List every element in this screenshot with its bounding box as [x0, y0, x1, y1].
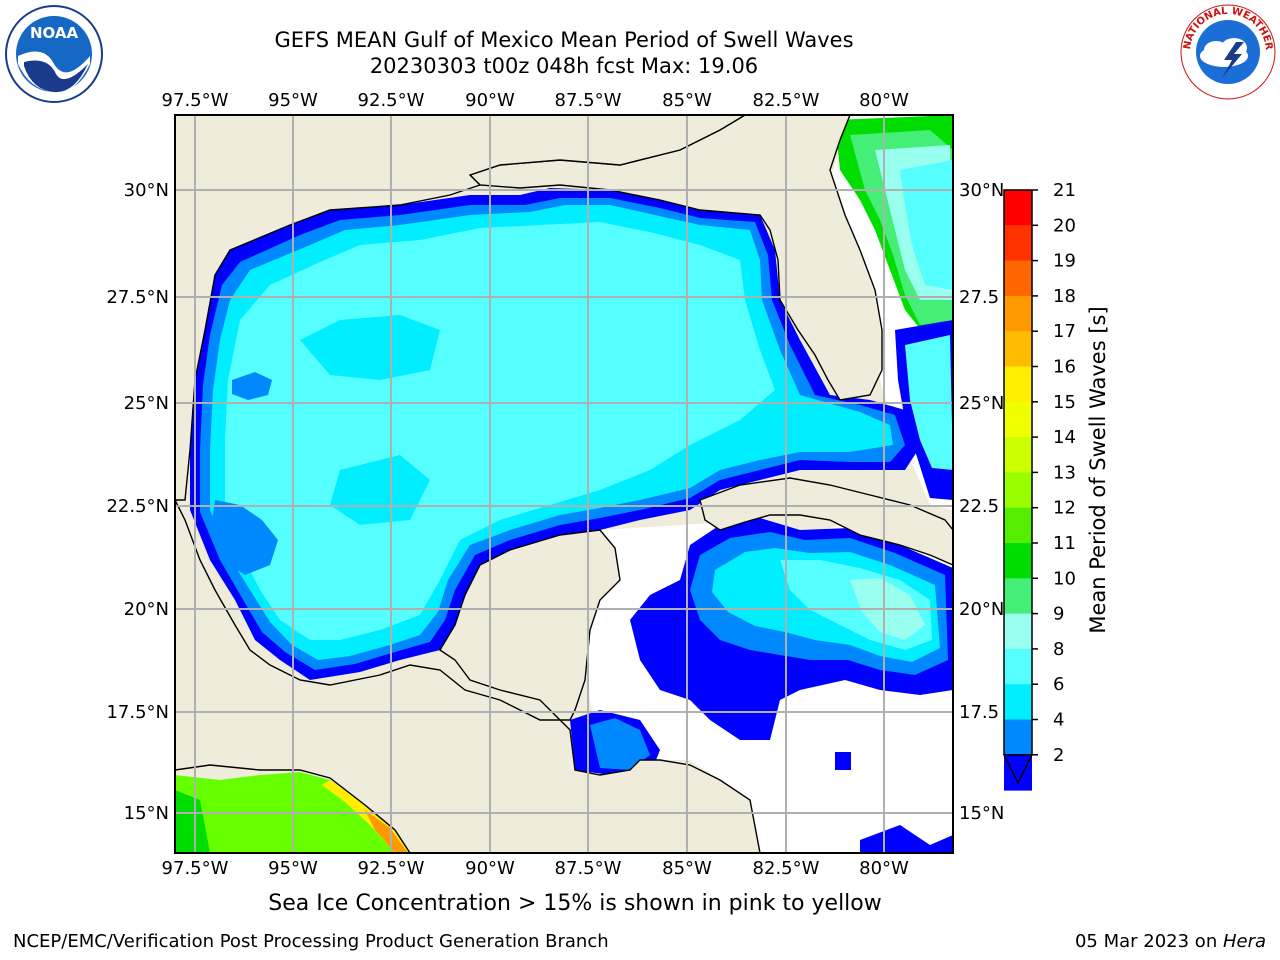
- lon-tick-top: 82.5°W: [753, 90, 820, 111]
- lat-tick-left: 20°N: [124, 599, 169, 620]
- colorbar-swatch: [1004, 260, 1032, 297]
- colorbar-tick-label: 16: [1053, 357, 1076, 378]
- colorbar-swatch: [1004, 648, 1032, 685]
- lat-tick-right: 22.5: [959, 496, 999, 517]
- lat-tick-left: 15°N: [124, 803, 169, 824]
- lon-tick-top: 80°W: [859, 90, 909, 111]
- lat-tick-left: 30°N: [124, 180, 169, 201]
- colorbar-swatch: [1004, 401, 1032, 438]
- colorbar-swatch: [1004, 578, 1032, 615]
- colorbar-swatch: [1004, 225, 1032, 262]
- lon-tick-top: 97.5°W: [162, 90, 229, 111]
- colorbar-tick-label: 13: [1053, 462, 1076, 483]
- colorbar-tick-label: 9: [1053, 604, 1064, 625]
- colorbar-tick-label: 6: [1053, 674, 1064, 695]
- colorbar-tick-label: 8: [1053, 639, 1064, 660]
- lon-tick-bottom: 95°W: [268, 858, 318, 879]
- footer-date: 05 Mar 2023 on Hera: [1075, 931, 1266, 952]
- colorbar-tick-label: 12: [1053, 498, 1076, 519]
- lat-tick-right: 20°N: [959, 599, 1004, 620]
- atlantic-field-cyan: [900, 160, 953, 290]
- colorbar-swatch: [1004, 543, 1032, 579]
- lon-tick-top: 85°W: [662, 90, 712, 111]
- lon-tick-top: 95°W: [268, 90, 318, 111]
- pacific-field-darkgreen: [175, 790, 210, 853]
- map-frame: [174, 114, 954, 854]
- colorbar-tick-label: 18: [1053, 286, 1076, 307]
- lon-tick-bottom: 90°W: [465, 858, 515, 879]
- lat-tick-right: 15°N: [959, 803, 1004, 824]
- lon-tick-bottom: 80°W: [859, 858, 909, 879]
- colorbar-extend-arrow: [1002, 754, 1034, 785]
- gulf-field-spot-2: [330, 455, 430, 525]
- colorbar-swatch: [1004, 295, 1032, 332]
- footer-credit: NCEP/EMC/Verification Post Processing Pr…: [13, 931, 609, 952]
- colorbar-swatch: [1004, 437, 1032, 473]
- lat-tick-left: 17.5°N: [106, 702, 169, 723]
- colorbar-tick-label: 10: [1053, 568, 1076, 589]
- lon-tick-top: 90°W: [465, 90, 515, 111]
- colorbar-tick-label: 4: [1053, 710, 1064, 731]
- colorbar-swatch: [1004, 719, 1032, 756]
- gulf-field-spot: [300, 315, 440, 380]
- footer-date-text: 05 Mar 2023 on: [1074, 931, 1223, 952]
- colorbar-swatch: [1004, 507, 1032, 544]
- colorbar-label: Mean Period of Swell Waves [s]: [1086, 306, 1110, 634]
- colorbar-tick-label: 2: [1053, 745, 1064, 766]
- lon-tick-bottom: 85°W: [662, 858, 712, 879]
- colorbar-tick-label: 14: [1053, 427, 1076, 448]
- chart-subtitle: 20230303 t00z 048h fcst Max: 19.06: [369, 54, 759, 78]
- colorbar-swatch: [1004, 366, 1032, 403]
- lon-tick-top: 92.5°W: [358, 90, 425, 111]
- lat-tick-left: 22.5°N: [106, 496, 169, 517]
- sea-ice-caption: Sea Ice Concentration > 15% is shown in …: [268, 891, 882, 916]
- colorbar-tick-label: 17: [1053, 321, 1076, 342]
- lat-tick-left: 25°N: [124, 393, 169, 414]
- lat-tick-left: 27.5°N: [106, 287, 169, 308]
- colorbar-swatch: [1004, 684, 1032, 720]
- lat-tick-right: 25°N: [959, 393, 1004, 414]
- lat-tick-right: 17.5: [959, 702, 999, 723]
- nws-logo: NATIONAL WEATHER SERVICE: [1178, 2, 1276, 100]
- noaa-logo: NOAA: [5, 5, 103, 103]
- small-blue-patch: [835, 752, 851, 770]
- gulf-southwest-blue-patch: [210, 500, 278, 575]
- colorbar: 21 20 19 18 17 16 15 14 13 12 11 10 9 8 6 4 2: [1002, 180, 1076, 791]
- lon-tick-bottom: 97.5°W: [162, 858, 229, 879]
- gulf-west-blue-patch: [232, 372, 272, 400]
- chart-title: GEFS MEAN Gulf of Mexico Mean Period of …: [274, 28, 854, 52]
- colorbar-swatch: [1004, 331, 1032, 367]
- colorbar-swatch: [1004, 190, 1032, 226]
- colorbar-tick-label: 15: [1053, 392, 1076, 413]
- colorbar-swatch: [1004, 613, 1032, 650]
- honduras-mid-patch: [590, 718, 650, 770]
- colorbar-tick-label: 20: [1053, 215, 1076, 236]
- lon-tick-bottom: 92.5°W: [358, 858, 425, 879]
- lat-tick-right: 27.5: [959, 287, 999, 308]
- yucatan-land: [439, 529, 621, 721]
- colorbar-tick-label: 21: [1053, 180, 1076, 201]
- lon-tick-bottom: 82.5°W: [753, 858, 820, 879]
- noaa-logo-text: NOAA: [30, 24, 79, 42]
- lat-tick-right: 30°N: [959, 180, 1004, 201]
- colorbar-tick-label: 11: [1053, 533, 1076, 554]
- central-america-land: [175, 499, 761, 853]
- mexico-land: [175, 115, 747, 501]
- cuba-land: [699, 477, 953, 566]
- lon-tick-top: 87.5°W: [555, 90, 622, 111]
- pacific-field-orange: [365, 810, 408, 853]
- lon-tick-bottom: 87.5°W: [555, 858, 622, 879]
- footer-machine: Hera: [1222, 931, 1266, 952]
- colorbar-tick-label: 19: [1053, 251, 1076, 272]
- colorbar-swatch: [1004, 472, 1032, 509]
- map-grid: [175, 115, 953, 853]
